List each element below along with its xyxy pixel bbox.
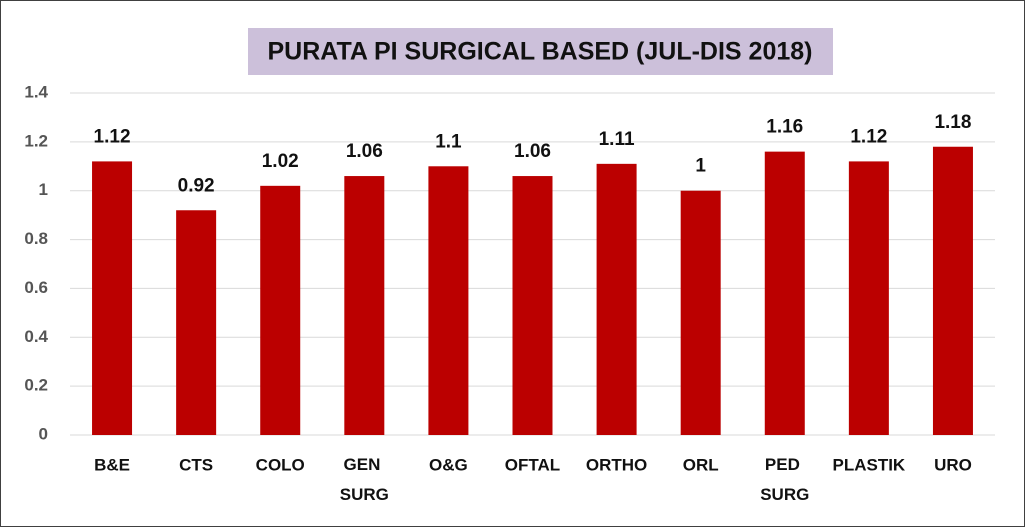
bar (176, 210, 217, 435)
bar (92, 161, 133, 435)
data-label: 1 (695, 156, 706, 177)
y-tick-label: 1.2 (24, 131, 48, 150)
data-label: 1.1 (435, 131, 462, 152)
x-tick-label: GEN SURG (340, 455, 389, 504)
data-label: 1.06 (346, 141, 383, 162)
x-tick-label: URO (934, 455, 972, 474)
bar (848, 161, 889, 435)
x-tick-label: ORL (683, 455, 719, 474)
y-tick-label: 0 (39, 424, 48, 443)
x-tick-label: PED SURG (760, 455, 809, 504)
x-tick-label: OFTAL (505, 455, 560, 474)
bar (596, 163, 637, 436)
bar (932, 146, 973, 435)
bar (344, 176, 385, 436)
x-tick-label: COLO (256, 455, 305, 474)
data-label: 1.16 (766, 117, 803, 138)
y-tick-label: 0.6 (24, 278, 48, 297)
data-label: 1.12 (850, 126, 887, 147)
chart-title: PURATA PI SURGICAL BASED (JUL-DIS 2018) (268, 38, 813, 66)
bar (680, 190, 721, 435)
x-tick-label: B&E (94, 455, 130, 474)
title-box (248, 28, 833, 75)
x-tick-label: O&G (429, 455, 468, 474)
bar (428, 166, 469, 436)
bar (260, 185, 301, 435)
data-label: 1.18 (934, 112, 971, 133)
data-label: 1.11 (599, 129, 635, 150)
x-tick-label: PLASTIK (832, 455, 905, 474)
y-tick-label: 0.2 (24, 376, 48, 395)
data-label: 1.12 (94, 126, 131, 147)
y-tick-label: 0.4 (24, 327, 48, 346)
bar (764, 151, 805, 435)
x-tick-label: ORTHO (586, 455, 647, 474)
y-tick-label: 0.8 (24, 229, 48, 248)
y-tick-label: 1.4 (24, 82, 48, 101)
x-tick-label: CTS (179, 455, 213, 474)
y-tick-label: 1 (39, 180, 48, 199)
bar (512, 176, 553, 436)
data-label: 0.92 (178, 175, 215, 196)
data-label: 1.06 (514, 141, 551, 162)
data-label: 1.02 (262, 151, 299, 172)
